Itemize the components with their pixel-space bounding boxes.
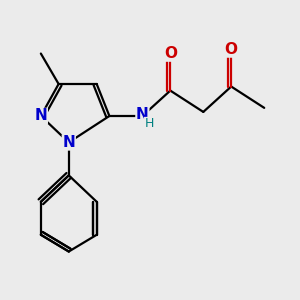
Text: N: N: [34, 109, 47, 124]
Text: N: N: [136, 107, 149, 122]
Text: H: H: [144, 117, 154, 130]
Text: N: N: [62, 135, 75, 150]
Text: O: O: [225, 42, 238, 57]
Text: O: O: [164, 46, 177, 61]
